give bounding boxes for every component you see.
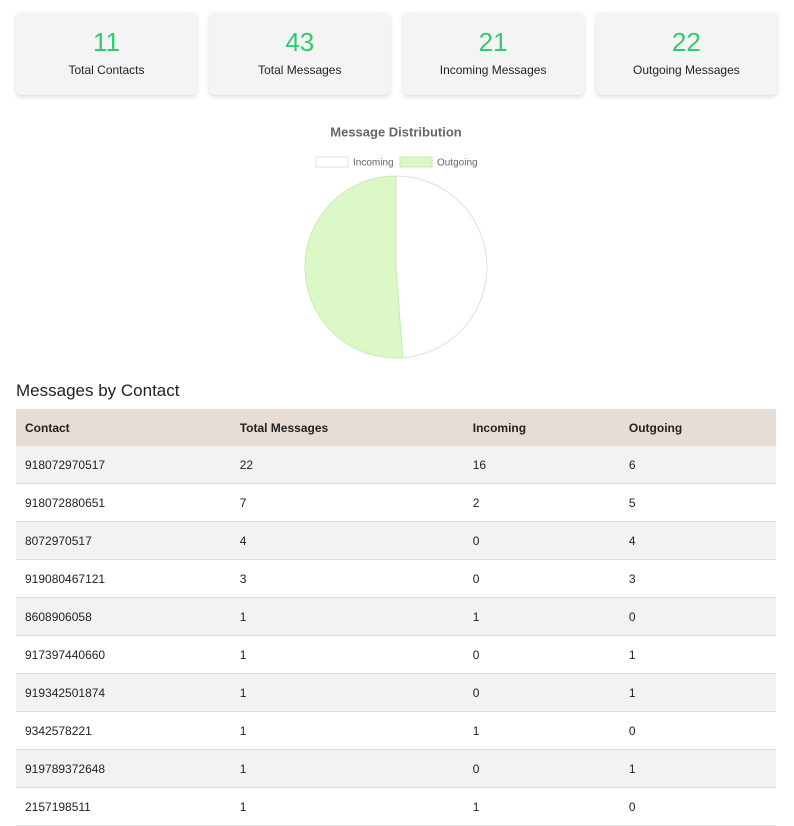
stat-card: 11 Total Contacts (16, 12, 197, 95)
column-header: Incoming (463, 409, 620, 446)
stat-label: Incoming Messages (439, 63, 547, 77)
table-cell: 1 (230, 635, 464, 674)
table-cell: 1 (230, 673, 464, 712)
table-cell: 0 (463, 521, 620, 560)
table-cell: 2 (463, 483, 620, 522)
stat-label: Total Contacts (68, 63, 145, 77)
table-row: 8072970517 4 0 4 (16, 521, 776, 560)
table-cell: 919342501874 (16, 673, 231, 712)
table-cell: 918072880651 (16, 483, 231, 522)
table-cell: 918072970517 (16, 446, 231, 484)
column-header: Contact (16, 409, 231, 446)
stat-label: Total Messages (258, 63, 342, 77)
stat-value: 21 (478, 27, 508, 57)
table-row: 918072970517 22 16 6 (16, 446, 776, 484)
table-cell: 0 (463, 559, 620, 598)
table-cell: 9342578221 (16, 711, 231, 750)
stat-card: 43 Total Messages (209, 12, 391, 95)
table-cell: 16 (463, 446, 620, 484)
table-cell: 0 (619, 711, 776, 750)
table-cell: 22 (230, 446, 464, 484)
table-cell: 0 (463, 635, 620, 674)
table-cell: 1 (619, 749, 776, 788)
table-row: 2157198511 1 1 0 (16, 787, 776, 826)
header-row: Contact Total Messages Incoming Outgoing (16, 409, 776, 446)
pie-slice (395, 175, 488, 359)
table-row: 919080467121 3 0 3 (16, 559, 776, 598)
table-cell: 0 (619, 597, 776, 636)
table-cell: 4 (230, 521, 464, 560)
pie-chart: Message Distribution Incoming Outgoing (304, 124, 488, 359)
table-cell: 1 (619, 635, 776, 674)
table-cell: 1 (230, 711, 464, 750)
table-row: 917397440660 1 0 1 (16, 635, 776, 674)
table-cell: 5 (619, 483, 776, 522)
table-cell: 8608906058 (16, 597, 231, 636)
table-row: 9342578221 1 1 0 (16, 711, 776, 750)
table-cell: 919080467121 (16, 559, 231, 598)
chart-title: Message Distribution (330, 124, 462, 139)
table-row: 919342501874 1 0 1 (16, 673, 776, 712)
table-row: 8608906058 1 1 0 (16, 597, 776, 636)
table-cell: 1 (463, 711, 620, 750)
table-cell: 3 (230, 559, 464, 598)
legend-label: Outgoing (437, 158, 478, 169)
table-cell: 8072970517 (16, 521, 231, 560)
column-header: Total Messages (230, 409, 464, 446)
table-cell: 3 (619, 559, 776, 598)
stat-value: 11 (93, 27, 120, 57)
table-cell: 919789372648 (16, 749, 231, 788)
table-body: 918072970517 22 16 6 918072880651 7 2 5 80729705… (16, 446, 776, 826)
table-cell: 1 (463, 597, 620, 636)
table-cell: 1 (230, 787, 464, 826)
table-cell: 1 (230, 597, 464, 636)
table-cell: 7 (230, 483, 464, 522)
table-cell: 0 (463, 749, 620, 788)
stat-card: 22 Outgoing Messages (595, 12, 777, 95)
pie-slice (304, 175, 404, 359)
table-cell: 4 (619, 521, 776, 560)
table-cell: 917397440660 (16, 635, 231, 674)
column-header: Outgoing (619, 409, 776, 446)
stat-card: 21 Incoming Messages (402, 12, 584, 95)
table-cell: 1 (463, 787, 620, 826)
table-row: 918072880651 7 2 5 (16, 483, 776, 522)
table-row: 919789372648 1 0 1 (16, 749, 776, 788)
legend-swatch (315, 156, 349, 168)
table-cell: 1 (619, 673, 776, 712)
stat-cards: 11 Total Contacts 43 Total Messages 21 Incomi… (16, 12, 777, 96)
table-cell: 0 (619, 787, 776, 826)
stat-value: 43 (285, 27, 315, 57)
legend-label: Incoming (353, 158, 394, 169)
table-cell: 0 (463, 673, 620, 712)
stat-value: 22 (671, 27, 701, 57)
contacts-table: Contact Total Messages Incoming Outgoing 91… (16, 409, 776, 826)
table-title: Messages by Contact (16, 381, 180, 400)
stat-label: Outgoing Messages (633, 63, 740, 77)
table-cell: 2157198511 (16, 787, 231, 826)
table-cell: 6 (619, 446, 776, 484)
legend-swatch (399, 156, 433, 168)
table-cell: 1 (230, 749, 464, 788)
